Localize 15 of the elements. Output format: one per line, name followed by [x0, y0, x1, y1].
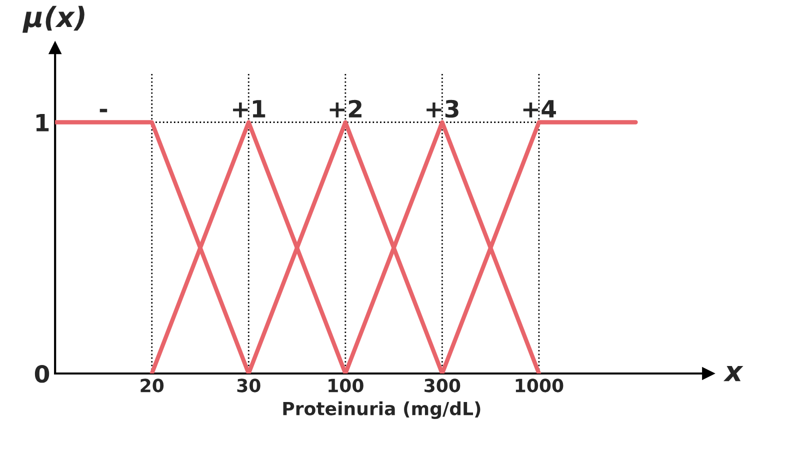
x-tick-label: 1000 [516, 378, 564, 392]
x-tick-label: 30 [237, 378, 260, 392]
series-label: +3 [426, 100, 458, 118]
y-axis-title: μ(x) [22, 6, 84, 33]
x-tick-label: 20 [140, 378, 164, 392]
series-label: +2 [330, 100, 362, 118]
series-label: +4 [523, 100, 556, 118]
series-label: +1 [233, 100, 266, 118]
y-tick-label: 0 [34, 364, 50, 383]
x-tick-label: 300 [424, 378, 460, 392]
x-axis-title: Proteinuria (mg/dL) [283, 401, 480, 420]
series-label: - [100, 108, 108, 112]
y-tick-label: 1 [36, 114, 49, 132]
text: x [723, 366, 744, 382]
x-tick-label: 100 [328, 378, 364, 392]
